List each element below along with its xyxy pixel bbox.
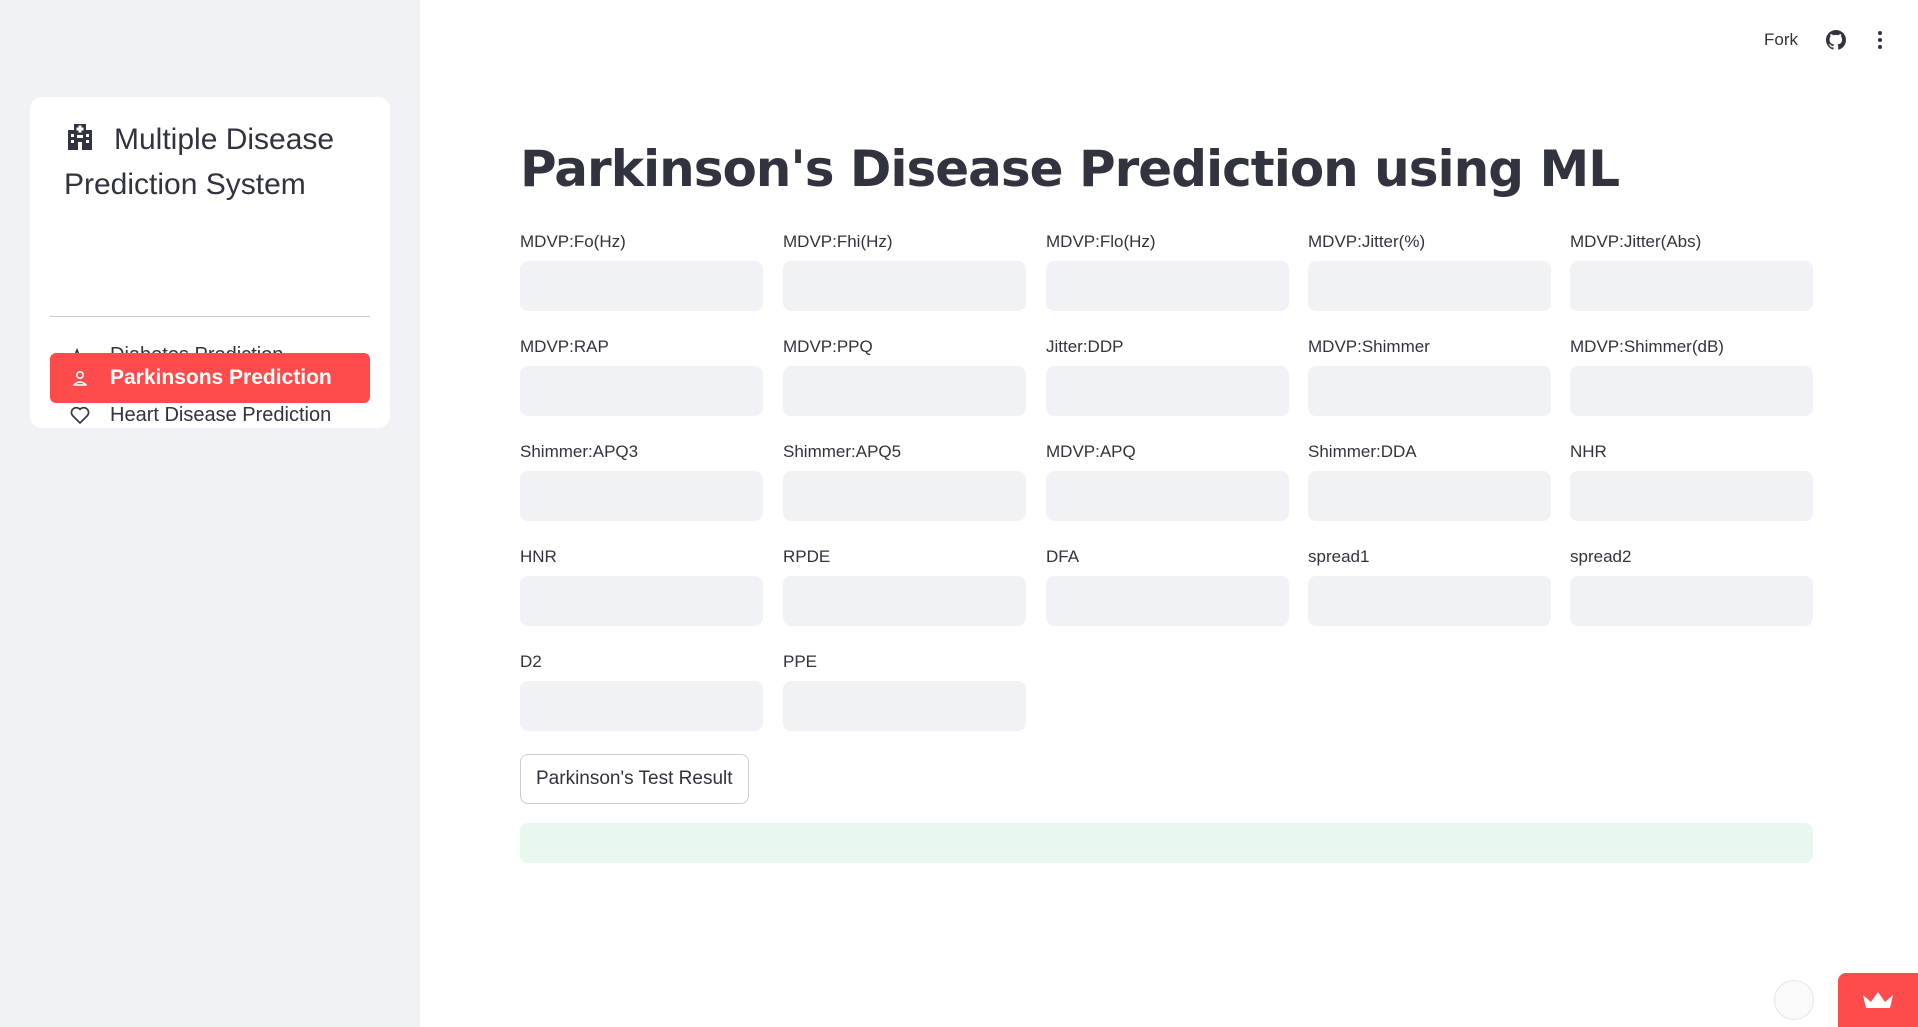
mdvp-ppq-input[interactable] — [783, 366, 1026, 416]
field-label: RPDE — [783, 547, 831, 566]
nhr-input[interactable] — [1570, 471, 1813, 521]
field-label: D2 — [520, 652, 542, 671]
field-label: Shimmer:APQ3 — [520, 442, 639, 461]
d2-input[interactable] — [520, 681, 763, 731]
menu-title-text: Multiple Disease Prediction System — [64, 123, 335, 201]
mdvp-rap-input[interactable] — [520, 366, 763, 416]
person-icon — [73, 371, 87, 386]
field-label: MDVP:Shimmer(dB) — [1570, 337, 1724, 356]
sidebar-item-parkinsons[interactable]: Parkinsons Prediction — [50, 353, 370, 403]
rpde-input[interactable] — [783, 576, 1026, 626]
field-label: MDVP:Fhi(Hz) — [783, 232, 893, 251]
app-toolbar: Fork — [1764, 28, 1892, 52]
field-label: spread2 — [1570, 547, 1632, 566]
field-hnr: HNR — [520, 545, 763, 626]
spread1-input[interactable] — [1308, 576, 1551, 626]
field-shimmer-apq5: Shimmer:APQ5 — [783, 440, 1026, 521]
heart-icon — [70, 406, 90, 424]
field-label: MDVP:RAP — [520, 337, 609, 356]
field-label: DFA — [1046, 547, 1080, 566]
field-label: MDVP:PPQ — [783, 337, 873, 356]
mdvp-shimmer-db-input[interactable] — [1570, 366, 1813, 416]
field-rpde: RPDE — [783, 545, 1026, 626]
mdvp-shimmer-input[interactable] — [1308, 366, 1551, 416]
field-spread2: spread2 — [1570, 545, 1813, 626]
field-label: MDVP:APQ — [1046, 442, 1136, 461]
field-mdvp-rap: MDVP:RAP — [520, 335, 763, 416]
field-ppe: PPE — [783, 650, 1026, 731]
field-label: MDVP:Shimmer — [1308, 337, 1430, 356]
fork-button[interactable]: Fork — [1764, 30, 1798, 49]
option-menu: Multiple Disease Prediction System Diabe… — [30, 97, 390, 428]
field-mdvp-jitter-abs: MDVP:Jitter(Abs) — [1570, 230, 1813, 311]
sidebar-item-label: Parkinsons Prediction — [110, 366, 332, 389]
field-mdvp-shimmer-db: MDVP:Shimmer(dB) — [1570, 335, 1813, 416]
jitter-ddp-input[interactable] — [1046, 366, 1289, 416]
field-nhr: NHR — [1570, 440, 1813, 521]
hospital-icon — [68, 124, 92, 150]
field-mdvp-flo: MDVP:Flo(Hz) — [1046, 230, 1289, 311]
field-label: MDVP:Jitter(%) — [1308, 232, 1426, 251]
mdvp-fhi-input[interactable] — [783, 261, 1026, 311]
github-icon[interactable] — [1824, 28, 1848, 52]
menu-divider — [50, 316, 370, 317]
field-label: Shimmer:DDA — [1308, 442, 1417, 461]
ppe-input[interactable] — [783, 681, 1026, 731]
field-label: spread1 — [1308, 547, 1370, 566]
shimmer-apq3-input[interactable] — [520, 471, 763, 521]
mdvp-flo-input[interactable] — [1046, 261, 1289, 311]
field-shimmer-dda: Shimmer:DDA — [1308, 440, 1551, 521]
field-mdvp-jitter-percent: MDVP:Jitter(%) — [1308, 230, 1551, 311]
more-vertical-icon[interactable] — [1868, 28, 1892, 52]
field-spread1: spread1 — [1308, 545, 1551, 626]
field-mdvp-apq: MDVP:APQ — [1046, 440, 1289, 521]
field-label: PPE — [783, 652, 818, 671]
mdvp-jitter-abs-input[interactable] — [1570, 261, 1813, 311]
mdvp-apq-input[interactable] — [1046, 471, 1289, 521]
spread2-input[interactable] — [1570, 576, 1813, 626]
hnr-input[interactable] — [520, 576, 763, 626]
shimmer-dda-input[interactable] — [1308, 471, 1551, 521]
sidebar-item-heart-disease[interactable]: Heart Disease Prediction — [50, 390, 370, 440]
field-label: MDVP:Flo(Hz) — [1046, 232, 1156, 251]
mdvp-jitter-percent-input[interactable] — [1308, 261, 1551, 311]
result-success-box — [520, 823, 1813, 863]
mdvp-fo-input[interactable] — [520, 261, 763, 311]
sidebar-item-label: Heart Disease Prediction — [110, 403, 332, 426]
field-mdvp-fo: MDVP:Fo(Hz) — [520, 230, 763, 311]
field-jitter-ddp: Jitter:DDP — [1046, 335, 1289, 416]
field-label: Jitter:DDP — [1046, 337, 1124, 356]
streamlit-badge[interactable] — [1838, 973, 1918, 1027]
field-dfa: DFA — [1046, 545, 1289, 626]
field-mdvp-shimmer: MDVP:Shimmer — [1308, 335, 1551, 416]
shimmer-apq5-input[interactable] — [783, 471, 1026, 521]
field-shimmer-apq3: Shimmer:APQ3 — [520, 440, 763, 521]
field-label: NHR — [1570, 442, 1607, 461]
page-title: Parkinson's Disease Prediction using ML — [520, 140, 1620, 198]
field-d2: D2 — [520, 650, 763, 731]
crown-icon — [1863, 992, 1893, 1008]
field-label: MDVP:Jitter(Abs) — [1570, 232, 1702, 251]
field-label: HNR — [520, 547, 557, 566]
avatar[interactable] — [1774, 980, 1814, 1020]
field-label: Shimmer:APQ5 — [783, 442, 902, 461]
dfa-input[interactable] — [1046, 576, 1289, 626]
test-result-button[interactable]: Parkinson's Test Result — [520, 754, 749, 804]
sidebar: Multiple Disease Prediction System Diabe… — [0, 0, 420, 1027]
field-mdvp-fhi: MDVP:Fhi(Hz) — [783, 230, 1026, 311]
menu-title: Multiple Disease Prediction System — [64, 117, 364, 207]
field-mdvp-ppq: MDVP:PPQ — [783, 335, 1026, 416]
field-label: MDVP:Fo(Hz) — [520, 232, 626, 251]
